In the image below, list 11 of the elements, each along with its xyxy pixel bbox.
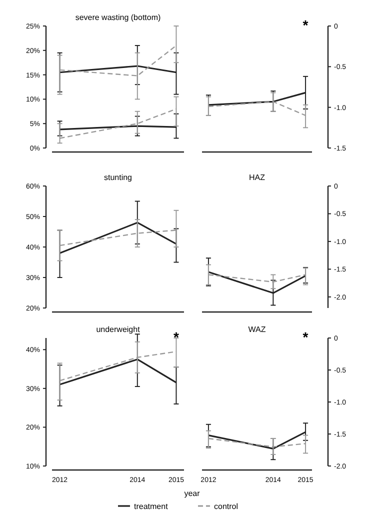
chart-title: WAZ (248, 325, 266, 334)
chart-title: HAZ (249, 173, 266, 182)
legend-label: treatment (134, 502, 169, 511)
annotation: * (302, 329, 309, 345)
chart-title: underweight (96, 325, 141, 334)
legend-label: control (214, 502, 238, 511)
annotation: * (302, 17, 309, 33)
annotation: * (174, 329, 180, 345)
chart-title: stunting (104, 173, 132, 182)
x-axis-title: year (184, 489, 200, 498)
chart-title: severe wasting (bottom) (75, 13, 162, 22)
